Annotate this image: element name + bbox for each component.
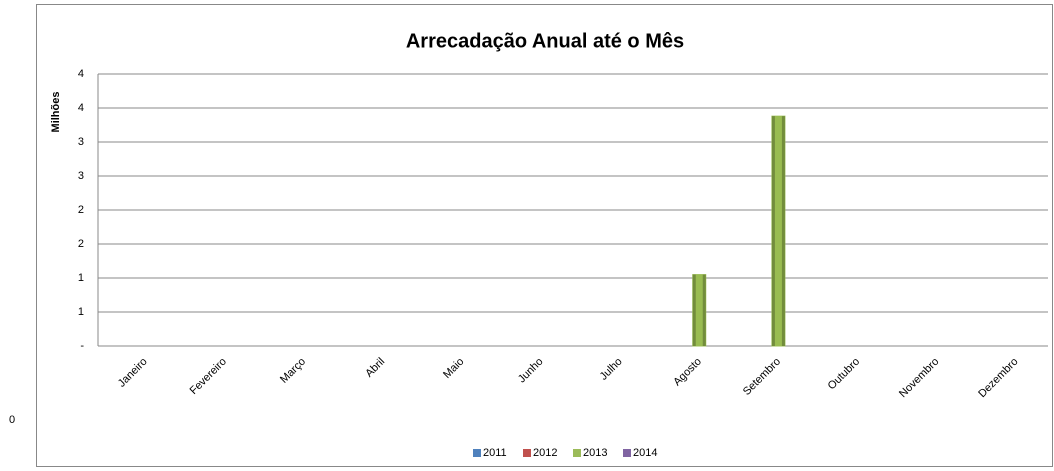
- chart-border: [36, 4, 1053, 467]
- bar-shade: [781, 116, 785, 346]
- y-tick-label: 1: [78, 306, 84, 318]
- legend-label: 2011: [483, 447, 507, 459]
- legend-swatch: [623, 449, 631, 457]
- legend-swatch: [473, 449, 481, 457]
- bar: [771, 115, 786, 347]
- y-tick-label: 1: [78, 272, 84, 284]
- chart-title: Arrecadação Anual até o Mês: [406, 30, 684, 52]
- y-tick-label: 4: [78, 102, 84, 114]
- y-tick-label: 3: [78, 170, 84, 182]
- legend-swatch: [573, 449, 581, 457]
- y-tick-label: 4: [78, 68, 84, 80]
- side-label: 0: [9, 414, 15, 426]
- legend-label: 2013: [583, 447, 607, 459]
- bar-shade: [692, 274, 696, 346]
- y-axis-title: Milhões: [50, 92, 62, 133]
- y-tick-label: 2: [78, 204, 84, 216]
- legend-label: 2012: [533, 447, 557, 459]
- y-tick-label: 3: [78, 136, 84, 148]
- legend-label: 2014: [633, 447, 657, 459]
- y-tick-label: 2: [78, 238, 84, 250]
- bar-shade: [702, 274, 706, 346]
- bar: [692, 274, 707, 347]
- legend-swatch: [523, 449, 531, 457]
- y-tick-label: -: [80, 340, 84, 352]
- bar-shade: [771, 116, 775, 346]
